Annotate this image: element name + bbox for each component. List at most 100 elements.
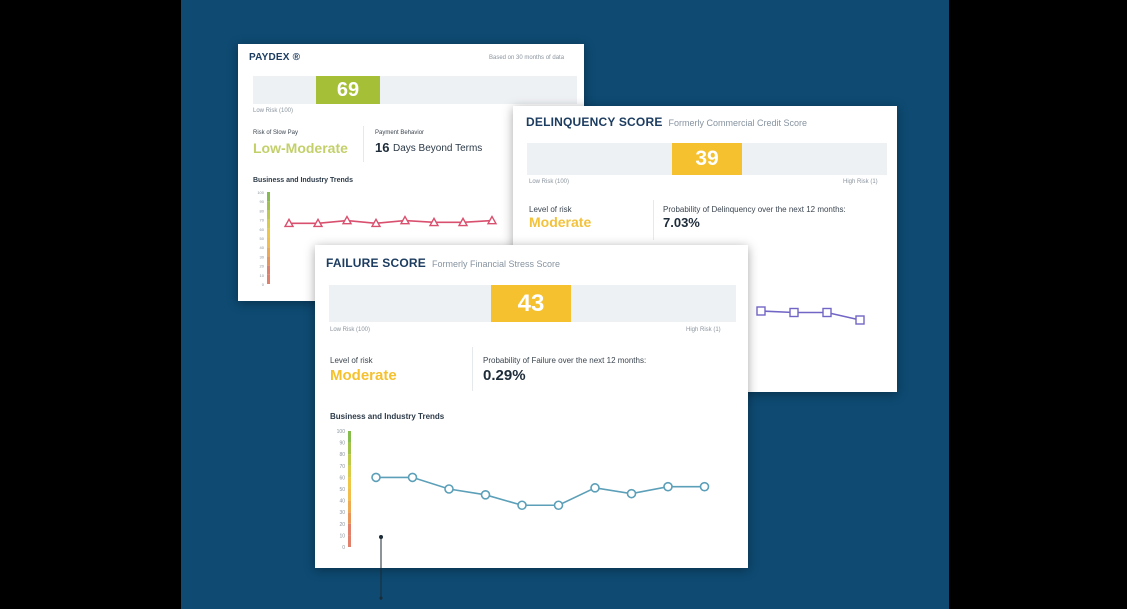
paydex-y-tick-label: 50: [260, 236, 265, 241]
failure-scale-segment: [348, 431, 351, 443]
failure-trend-point: [444, 484, 454, 494]
paydex-trend-point: [428, 216, 440, 227]
paydex-payment-days: 16: [375, 140, 390, 155]
failure-prob-value: 0.29%: [483, 367, 526, 384]
paydex-y-tick-label: 20: [260, 264, 265, 269]
delinquency-trend-point: [822, 307, 832, 318]
failure-scale-segment: [348, 535, 351, 547]
paydex-trend-point: [283, 217, 295, 228]
delinquency-low-risk-label: Low Risk (100): [529, 179, 570, 185]
failure-scale-segment: [348, 465, 351, 478]
failure-subtitle: Formerly Financial Stress Score: [431, 259, 560, 269]
paydex-slow-pay-value: Low-Moderate: [253, 140, 348, 156]
delinquency-prob-label: Probability of Delinquency over the next…: [663, 205, 846, 214]
failure-trend-point: [371, 472, 381, 483]
failure-y-tick-label: 60: [339, 475, 345, 481]
failure-divider: [472, 347, 473, 391]
paydex-y-tick-label: 80: [260, 208, 265, 213]
paydex-scale-segment: [267, 265, 270, 275]
failure-trend-point: [699, 481, 710, 492]
failure-y-tick-label: 70: [339, 464, 345, 470]
paydex-basis-note: Based on 30 months of data: [489, 55, 565, 61]
paydex-slow-pay-label: Risk of Slow Pay: [253, 130, 299, 136]
failure-scale-segment: [348, 442, 351, 455]
delinquency-trend-chart: [756, 306, 865, 325]
delinquency-prob-value: 7.03%: [663, 215, 700, 230]
delinquency-trend-line: [760, 310, 861, 321]
video-frame: PAYDEX ® Based on 30 months of data 69 L…: [181, 0, 949, 609]
paydex-trend-point: [312, 217, 324, 228]
failure-prob-label: Probability of Failure over the next 12 …: [483, 356, 647, 365]
failure-y-tick-label: 50: [339, 487, 345, 493]
failure-trend-point: [517, 500, 527, 511]
paydex-scale-segment: [267, 274, 270, 284]
paydex-trend-line: [289, 219, 493, 225]
failure-y-tick-label: 20: [339, 522, 345, 528]
paydex-payment-behavior-label: Payment Behavior: [375, 130, 425, 136]
failure-y-tick-label: 80: [339, 452, 345, 458]
paydex-divider: [363, 126, 364, 162]
delinquency-divider: [653, 200, 654, 240]
failure-trend-point: [553, 500, 564, 511]
paydex-y-tick-label: 70: [260, 218, 265, 223]
failure-trend-point: [590, 483, 600, 493]
failure-high-risk-label: High Risk (1): [686, 327, 721, 333]
paydex-low-risk-label: Low Risk (100): [253, 108, 294, 114]
paydex-y-tick-label: 30: [260, 254, 265, 259]
delinquency-title: DELINQUENCY SCORE Formerly Commercial Cre…: [526, 115, 807, 129]
failure-y-tick-label: 90: [339, 441, 345, 447]
failure-y-tick-label: 40: [339, 499, 345, 505]
failure-scale-segment: [348, 500, 351, 513]
paydex-trend-point: [341, 215, 353, 225]
failure-level-label: Level of risk: [330, 356, 373, 365]
pointer-dot-top: [379, 535, 383, 539]
failure-level-value: Moderate: [330, 367, 397, 384]
failure-trend-point: [663, 481, 673, 492]
paydex-scale-segment: [267, 219, 270, 229]
delinquency-trend-point: [756, 306, 766, 316]
paydex-y-tick-label: 40: [260, 245, 265, 250]
delinquency-level-label: Level of risk: [529, 205, 572, 214]
paydex-trend-point: [399, 215, 411, 225]
delinquency-score-badge: 39: [672, 143, 742, 175]
paydex-y-tick-label: 60: [260, 227, 265, 232]
failure-scale-segment: [348, 523, 351, 536]
failure-scale-segment: [348, 454, 351, 466]
paydex-score-badge: 69: [316, 76, 380, 104]
paydex-title: PAYDEX ®: [249, 52, 301, 63]
delinquency-trend-point: [855, 315, 865, 325]
paydex-y-tick-label: 0: [262, 282, 265, 287]
failure-low-risk-label: Low Risk (100): [330, 327, 371, 333]
paydex-y-tick-label: 10: [260, 273, 265, 278]
paydex-scale-segment: [267, 238, 270, 248]
failure-trend-point: [626, 488, 637, 499]
paydex-trend-point: [486, 215, 498, 225]
failure-trend-line: [376, 476, 705, 507]
paydex-scale-segment: [267, 201, 270, 211]
delinquency-level-value: Moderate: [529, 214, 592, 230]
failure-scale-segment: [348, 477, 351, 489]
failure-scale-segment: [348, 512, 351, 524]
paydex-payment-suffix: Days Beyond Terms: [393, 143, 483, 154]
failure-y-tick-label: 30: [339, 510, 345, 516]
pointer-dot-bottom: [379, 596, 383, 600]
paydex-trends-title: Business and Industry Trends: [253, 177, 353, 184]
paydex-scale-segment: [267, 228, 270, 238]
paydex-scale-segment: [267, 192, 270, 202]
failure-trend-point: [407, 472, 418, 483]
failure-score-badge: 43: [491, 285, 571, 322]
paydex-score-band: [253, 76, 577, 104]
paydex-y-tick-label: 100: [257, 190, 264, 195]
failure-scale-segment: [348, 489, 351, 501]
failure-title-text: FAILURE SCORE: [326, 256, 426, 270]
failure-card: FAILURE SCORE Formerly Financial Stress S…: [315, 245, 748, 568]
failure-trend-point: [480, 490, 491, 500]
paydex-trend-point: [370, 217, 382, 228]
failure-title: FAILURE SCORE Formerly Financial Stress S…: [326, 256, 560, 270]
pointer-marker: [379, 535, 383, 600]
paydex-trend-point: [457, 216, 469, 227]
failure-y-tick-label: 0: [342, 545, 345, 551]
paydex-scale-segment: [267, 256, 270, 266]
